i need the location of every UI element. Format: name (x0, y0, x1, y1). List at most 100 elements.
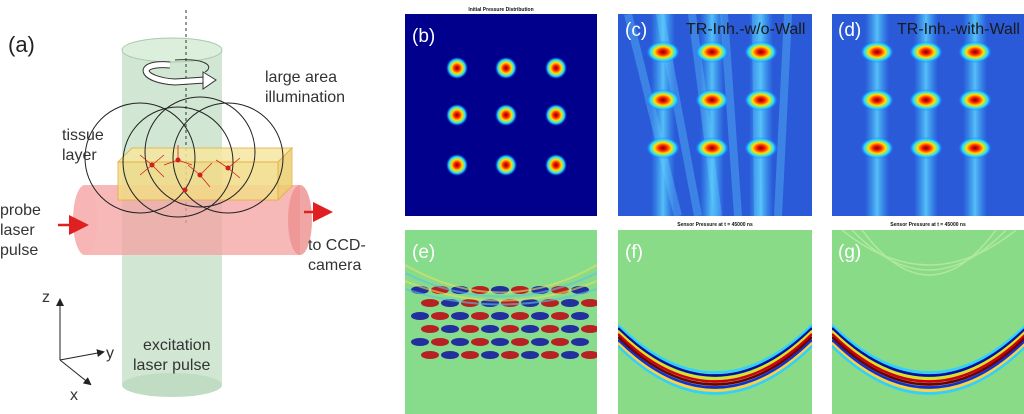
panel-label: (g) (838, 242, 861, 263)
panel-title: Initial Pressure Distribution (468, 7, 533, 13)
wave (421, 325, 439, 333)
wave (511, 338, 529, 346)
wave (571, 338, 589, 346)
source (646, 41, 680, 63)
wave (441, 325, 459, 333)
panel-label: (a) (8, 32, 35, 57)
wave (441, 351, 459, 359)
source (860, 89, 894, 111)
panel-label: (c) (625, 20, 647, 41)
source (909, 137, 943, 159)
wave (481, 351, 499, 359)
wave (551, 312, 569, 320)
annotation: large area (265, 69, 337, 86)
source (958, 137, 992, 159)
source (744, 41, 778, 63)
source (744, 137, 778, 159)
wave (421, 299, 439, 307)
wave (461, 325, 479, 333)
annotation: illumination (265, 89, 345, 106)
wave (571, 312, 589, 320)
source (646, 89, 680, 111)
wave (421, 351, 439, 359)
source (646, 137, 680, 159)
wave (491, 338, 509, 346)
wave (561, 299, 579, 307)
wave (501, 325, 519, 333)
wave (411, 312, 429, 320)
source (695, 41, 729, 63)
wave (511, 312, 529, 320)
panel-label: (f) (625, 242, 643, 263)
source (446, 104, 468, 126)
shape (122, 38, 222, 62)
panel-title: Sensor Pressure at t = 45000 ns (677, 222, 753, 228)
wave (471, 312, 489, 320)
source (909, 41, 943, 63)
wave (531, 312, 549, 320)
source (860, 41, 894, 63)
shape (60, 352, 103, 360)
annotation: pulse (0, 242, 38, 259)
wave (451, 338, 469, 346)
wave (541, 325, 559, 333)
source (958, 89, 992, 111)
wave (561, 351, 579, 359)
source (909, 89, 943, 111)
shape (73, 185, 97, 255)
wave (411, 338, 429, 346)
wave (501, 351, 519, 359)
wave (481, 325, 499, 333)
wave (541, 351, 559, 359)
annotation: laser (0, 222, 35, 239)
annotation: camera (308, 257, 361, 274)
source (545, 57, 567, 79)
image-layer (860, 14, 992, 216)
wave (451, 312, 469, 320)
axis-label: z (42, 289, 50, 306)
panel-title: Sensor Pressure at t = 45000 ns (890, 222, 966, 228)
image-layer (446, 57, 567, 176)
images (405, 14, 1024, 414)
source (695, 137, 729, 159)
wave (431, 312, 449, 320)
source (958, 41, 992, 63)
shape (122, 373, 222, 397)
source (495, 104, 517, 126)
wave (561, 325, 579, 333)
shape (118, 148, 292, 162)
panel-label: (e) (412, 242, 435, 263)
source (744, 89, 778, 111)
panel-title: TR-Inh.-with-Wall (897, 21, 1020, 38)
source (545, 104, 567, 126)
wave (551, 338, 569, 346)
shape (183, 188, 188, 193)
wave (461, 351, 479, 359)
panel-title: TR-Inh.-w/o-Wall (686, 21, 805, 38)
wave (581, 351, 599, 359)
wave (521, 351, 539, 359)
source (446, 154, 468, 176)
annotation: laser pulse (133, 357, 210, 374)
panel-label: (d) (838, 20, 861, 41)
figure: (a) large area illumination tissue layer… (0, 0, 1024, 414)
wave (491, 312, 509, 320)
wave (521, 325, 539, 333)
wave (531, 338, 549, 346)
source (446, 57, 468, 79)
annotation: tissue (62, 127, 104, 144)
source (495, 57, 517, 79)
shape (118, 162, 278, 200)
annotation: to CCD- (308, 237, 366, 254)
axis-label: x (70, 387, 78, 404)
wave (431, 338, 449, 346)
source (860, 137, 894, 159)
source (695, 89, 729, 111)
wave (581, 299, 599, 307)
shape (60, 360, 90, 384)
wave (471, 338, 489, 346)
annotation: probe (0, 202, 41, 219)
source (495, 154, 517, 176)
wave (581, 325, 599, 333)
source (545, 154, 567, 176)
